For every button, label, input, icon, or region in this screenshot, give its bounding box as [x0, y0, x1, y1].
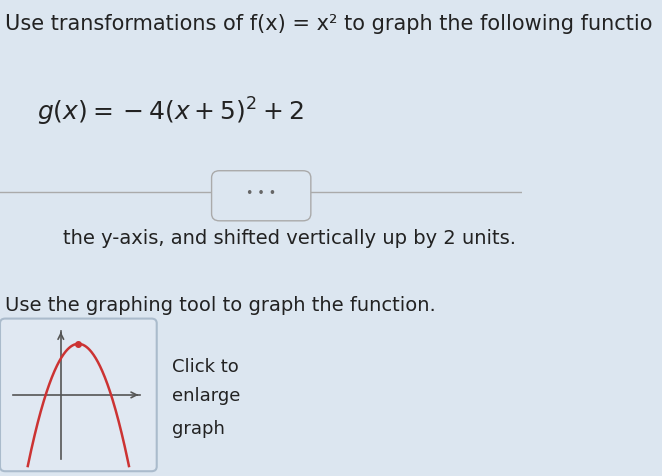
Text: $g(x) = -4(x+5)^2+2$: $g(x) = -4(x+5)^2+2$ [36, 95, 303, 128]
Text: enlarge: enlarge [172, 386, 241, 404]
FancyBboxPatch shape [212, 171, 311, 221]
Text: the y-axis, and shifted vertically up by 2 units.: the y-axis, and shifted vertically up by… [63, 228, 516, 248]
Text: Use transformations of f(x) = x² to graph the following functio: Use transformations of f(x) = x² to grap… [5, 14, 653, 34]
Text: • • •: • • • [246, 186, 276, 199]
Text: Use the graphing tool to graph the function.: Use the graphing tool to graph the funct… [5, 295, 436, 314]
FancyBboxPatch shape [0, 319, 157, 471]
Text: Click to: Click to [172, 357, 239, 376]
Text: graph: graph [172, 419, 225, 437]
